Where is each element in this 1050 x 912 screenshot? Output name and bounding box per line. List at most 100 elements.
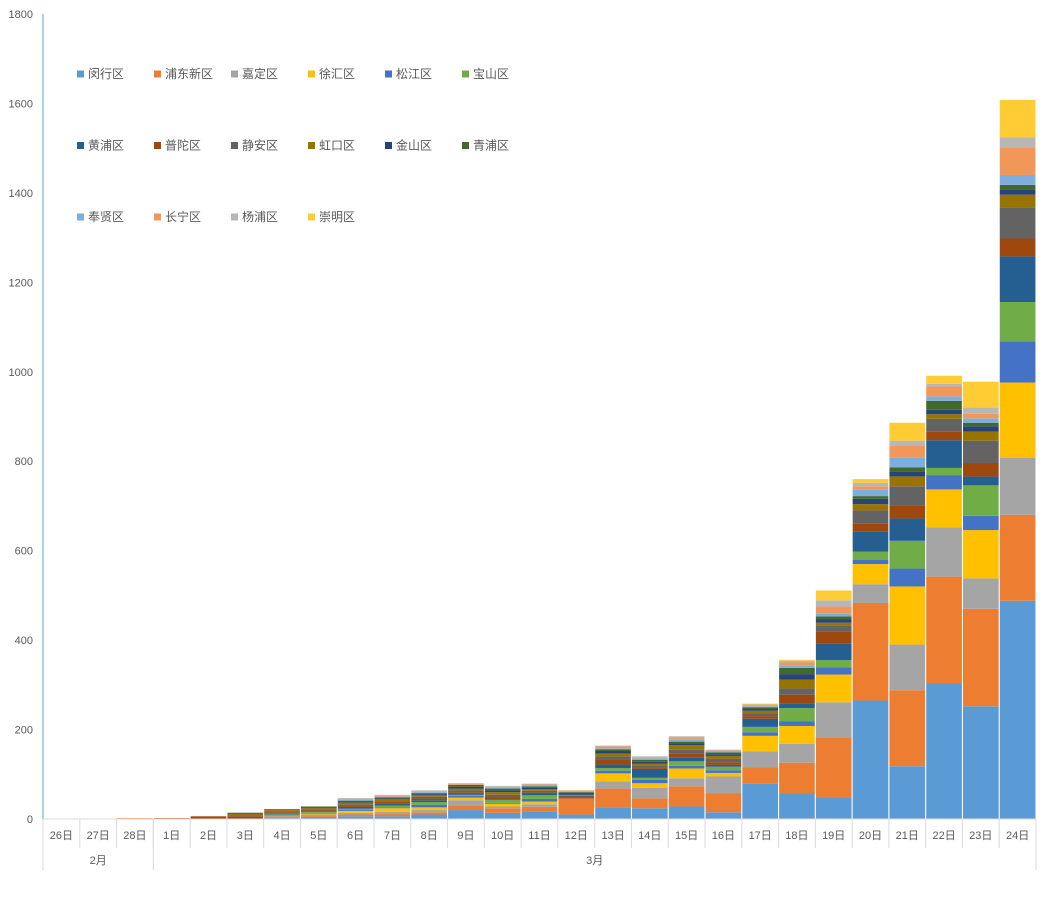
bar-segment-11 <box>889 471 926 477</box>
bar-segment-8 <box>558 797 595 799</box>
bar-segment-9 <box>337 804 374 807</box>
bar-segment-15 <box>374 794 411 796</box>
bar-segment-3 <box>852 584 889 603</box>
bar-segment-1 <box>264 817 300 819</box>
x-tick-label: 9日 <box>457 830 474 842</box>
bar-segment-11 <box>521 787 558 790</box>
bar-segment-3 <box>301 814 337 816</box>
bar-segment-10 <box>374 799 411 802</box>
y-tick-label: 800 <box>15 456 33 468</box>
bar-segment-7 <box>374 803 411 806</box>
bar-segment-16 <box>815 590 852 601</box>
x-tick-label: 28日 <box>123 830 146 842</box>
bar-segment-6 <box>632 777 668 780</box>
bar-segment-3 <box>448 800 484 806</box>
bar-segment-15 <box>889 440 926 447</box>
bar-segment-2 <box>264 816 300 818</box>
bar-segment-14 <box>448 784 484 786</box>
x-tick-label: 1日 <box>163 830 180 842</box>
bar-segment-9 <box>374 801 411 802</box>
bar-segment-16 <box>963 381 999 408</box>
bar-segment-6 <box>301 811 337 813</box>
bar-segment-9 <box>264 810 300 812</box>
bar-segment-14 <box>411 791 447 793</box>
legend-swatch <box>231 213 238 221</box>
bar-segment-3 <box>374 811 411 815</box>
bar-segment-13 <box>999 175 1036 185</box>
bar-segment-6 <box>448 794 484 796</box>
bar-segment-4 <box>852 564 889 585</box>
bar-segment-12 <box>448 785 484 787</box>
bar-segment-9 <box>558 795 595 798</box>
legend-label: 杨浦区 <box>242 209 278 224</box>
bar-segment-10 <box>337 802 374 805</box>
bar-segment-13 <box>926 396 962 401</box>
bar-segment-3 <box>999 457 1036 515</box>
x-tick-label: 22日 <box>932 830 955 842</box>
bar-segment-14 <box>337 798 374 800</box>
bar-segment-16 <box>999 99 1036 138</box>
bar-segment-12 <box>668 741 705 744</box>
bar-segment-16 <box>779 659 815 661</box>
bar-segment-3 <box>926 527 962 577</box>
bar-segment-1 <box>852 700 889 819</box>
bar-segment-11 <box>852 498 889 505</box>
bar-segment-13 <box>521 785 558 787</box>
bar-segment-7 <box>301 810 337 812</box>
bar-segment-8 <box>190 816 227 819</box>
bar-segment-11 <box>632 761 668 764</box>
legend-label: 虹口区 <box>319 139 355 153</box>
bar-segment-12 <box>705 752 742 755</box>
bar-segment-15 <box>484 785 521 787</box>
bar-segment-4 <box>374 808 411 812</box>
bar-segment-9 <box>411 796 447 799</box>
bar-segment-7 <box>521 793 558 796</box>
bar-segment-12 <box>999 184 1036 190</box>
y-tick-label: 1400 <box>9 188 33 200</box>
x-tick-label: 8日 <box>421 830 438 842</box>
bar-segment-14 <box>521 784 558 786</box>
bar-segment-15 <box>595 745 631 747</box>
legend-swatch <box>77 213 84 221</box>
bar-segment-14 <box>742 705 778 707</box>
bar-segment-3 <box>705 776 742 794</box>
bar-segment-8 <box>705 762 742 765</box>
bar-segment-8 <box>999 238 1036 257</box>
bar-segment-8 <box>374 802 411 804</box>
bar-segment-9 <box>448 790 484 793</box>
bar-segment-8 <box>632 767 668 769</box>
x-tick-label: 11日 <box>528 830 550 842</box>
legend-label: 静安区 <box>242 138 278 153</box>
bar-segment-4 <box>337 810 374 813</box>
x-tick-label: 15日 <box>675 830 698 842</box>
bar-segment-2 <box>779 762 815 794</box>
bar-segment-13 <box>595 748 631 750</box>
x-tick-label: 5日 <box>310 830 327 842</box>
bar-segment-8 <box>852 523 889 532</box>
bar-segment-16 <box>742 703 778 705</box>
legend-swatch <box>154 70 161 78</box>
bar-segment-15 <box>779 660 815 663</box>
bar-segment-11 <box>668 743 705 746</box>
y-tick-label: 1600 <box>9 98 33 110</box>
bar-segment-14 <box>668 738 705 740</box>
bar-segment-8 <box>227 816 264 819</box>
bar-segment-6 <box>815 660 852 668</box>
bar-segment-1 <box>411 814 447 819</box>
axis-layer: 0 200 400 600 800 1000 1200 1400 1600 1800 26日 27日 2… <box>9 9 1037 870</box>
x-tick-label: 12日 <box>565 830 588 842</box>
bar-segment-9 <box>779 688 815 695</box>
bar-segment-12 <box>411 793 447 794</box>
x-tick-label: 23日 <box>969 830 992 842</box>
bar-segment-10 <box>963 431 999 441</box>
bar-segment-11 <box>963 426 999 432</box>
legend-label: 奉贤区 <box>88 210 124 224</box>
bar-segment-5 <box>852 559 889 565</box>
legend-swatch <box>462 70 469 78</box>
bar-segment-13 <box>668 739 705 742</box>
bar-segment-4 <box>632 783 668 788</box>
bar-segment-13 <box>815 613 852 617</box>
bar-segment-13 <box>337 799 374 801</box>
bar-segment-5 <box>374 807 411 809</box>
bar-segment-12 <box>558 792 595 794</box>
